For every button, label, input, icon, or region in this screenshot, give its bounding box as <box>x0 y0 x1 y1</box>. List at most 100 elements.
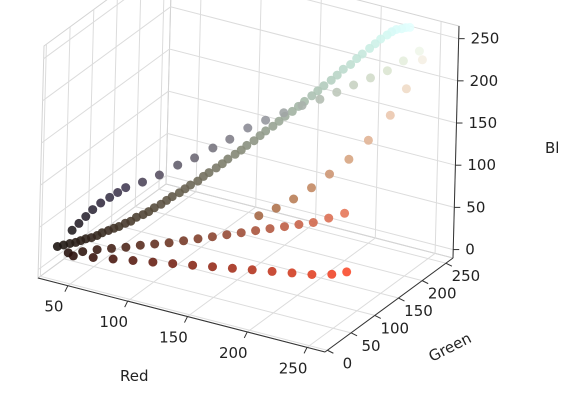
scatter-point <box>340 208 350 218</box>
scatter-point <box>274 116 284 126</box>
scatter-point <box>297 101 307 110</box>
scatter-point <box>179 236 189 246</box>
scatter-point <box>247 265 257 275</box>
scatter-point <box>280 222 289 232</box>
z-tick-label: 200 <box>470 72 499 90</box>
y-grid-line <box>134 0 423 282</box>
x-grid-line <box>127 0 262 302</box>
scatter-point <box>267 266 277 276</box>
scatter-point <box>382 66 392 76</box>
scatter-point <box>138 177 147 187</box>
scatter-point <box>156 199 166 209</box>
x-tick-label: 250 <box>279 359 308 377</box>
z-tick-label: 100 <box>467 156 496 174</box>
scatter-point <box>173 160 183 170</box>
scatter-point <box>382 30 392 40</box>
axes-panes <box>36 0 460 353</box>
data-points <box>52 22 427 279</box>
scatter-point <box>150 239 160 249</box>
z-grid-line <box>40 90 456 186</box>
y-grid-line <box>63 26 352 334</box>
axes-edges <box>37 25 460 353</box>
scatter-point <box>208 143 218 153</box>
scatter-point <box>294 220 304 229</box>
scatter-point <box>230 149 240 159</box>
scatter-point <box>326 75 336 85</box>
x-tick-mark <box>184 316 188 323</box>
z-tick-label: 250 <box>471 30 500 48</box>
scatter-point <box>88 253 98 262</box>
scatter-point <box>261 115 271 125</box>
y-tick-label: 50 <box>362 337 381 355</box>
x-tick-mark <box>64 285 69 292</box>
scatter-point <box>121 183 131 193</box>
scatter-point <box>88 205 98 215</box>
scatter-point <box>243 123 253 133</box>
scatter-point <box>325 169 334 179</box>
axes-grid <box>37 0 459 351</box>
scatter-point <box>135 240 145 250</box>
scatter-point <box>315 94 325 104</box>
z-grid-line <box>39 132 455 228</box>
scatter-point <box>366 73 375 83</box>
scatter-point <box>154 170 164 180</box>
x-grid-line <box>67 0 202 287</box>
scatter-point <box>255 131 265 141</box>
scatter-point <box>417 55 427 65</box>
y-tick-mark <box>398 297 405 302</box>
scatter-point <box>365 43 375 53</box>
scatter-point <box>289 194 299 204</box>
y-tick-label: 150 <box>404 302 433 320</box>
x-tick-label: 200 <box>219 344 248 362</box>
y-grid-line <box>110 0 399 299</box>
scatter-point <box>193 176 203 186</box>
y-tick-mark <box>327 349 334 354</box>
z-grid-line <box>42 6 458 102</box>
scatter-point <box>254 211 264 221</box>
scatter-point <box>268 121 278 131</box>
x-tick-mark <box>303 347 308 354</box>
scatter-point <box>401 84 411 94</box>
scatter-point <box>349 80 359 90</box>
x-axis-label: Red <box>120 367 149 385</box>
scatter-point <box>207 232 217 242</box>
scatter-point <box>190 153 200 163</box>
scatter-point <box>78 247 88 257</box>
left-pane <box>37 0 172 280</box>
scatter-point <box>287 106 297 116</box>
y-axis-line <box>324 257 454 353</box>
scatter-point <box>346 60 356 69</box>
scatter-point <box>168 259 178 269</box>
scatter-point <box>332 70 342 80</box>
z-axis-line <box>452 25 460 259</box>
x-tick-label: 100 <box>99 313 128 331</box>
y-tick-mark <box>445 262 453 267</box>
scatter-point <box>313 86 323 96</box>
scatter-point <box>67 225 77 235</box>
scatter-point <box>208 262 217 272</box>
scatter-point <box>271 203 281 213</box>
scatter-point <box>225 134 235 144</box>
scatter-point <box>344 154 354 164</box>
scatter-point <box>174 188 184 198</box>
scatter-point <box>105 192 115 202</box>
scatter-point <box>92 245 102 255</box>
scatter-point <box>121 242 131 252</box>
z-axis-label: Bl <box>545 139 559 157</box>
scatter-point <box>52 242 62 251</box>
scatter-point <box>249 136 259 146</box>
scatter-point <box>81 212 91 221</box>
y-tick-mark <box>421 280 429 285</box>
scatter-point <box>307 270 317 279</box>
scatter-point <box>164 238 174 248</box>
scatter-point <box>363 135 373 145</box>
y-grid-line <box>158 0 447 264</box>
scatter-point <box>265 224 275 234</box>
scatter-point <box>193 234 203 244</box>
scatter-point <box>324 213 334 223</box>
scatter-point <box>68 251 78 261</box>
y-tick-label: 100 <box>380 319 409 337</box>
scatter-point <box>74 218 84 228</box>
z-tick-label: 50 <box>466 198 485 216</box>
